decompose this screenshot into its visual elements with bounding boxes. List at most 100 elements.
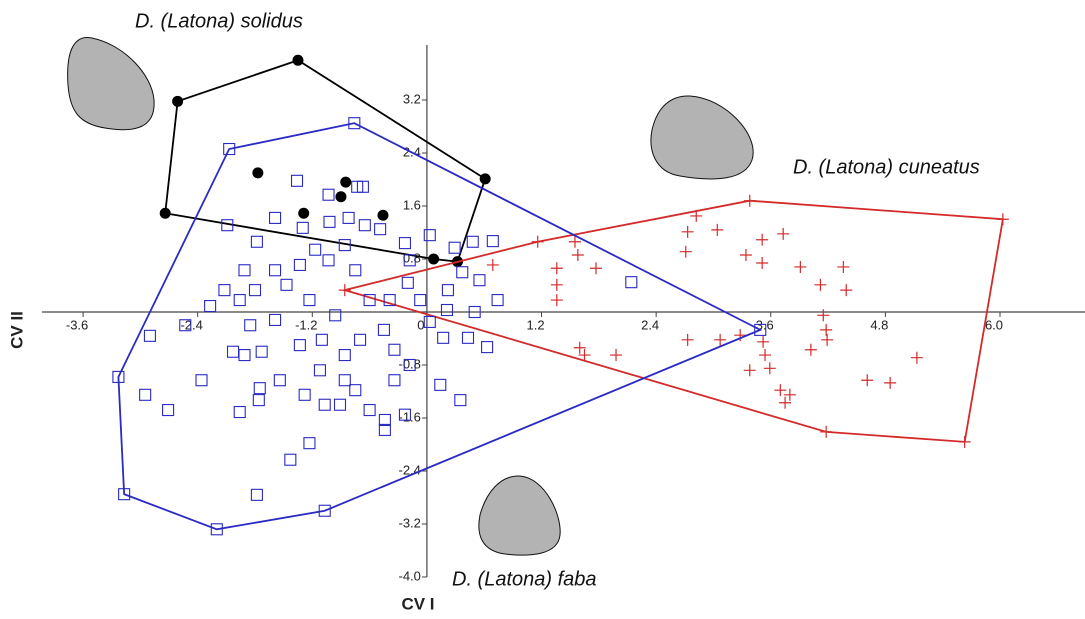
point [744,195,756,207]
point [959,436,971,448]
point [814,279,826,291]
point [219,285,230,296]
point [389,344,400,355]
point [389,375,400,386]
point [487,236,498,247]
y-tick-label: 3.2 [403,91,421,106]
point [428,253,439,264]
convex-hull [345,201,1003,442]
y-tick-label: -1.6 [399,409,421,424]
point [764,362,776,374]
point [256,346,267,357]
point [323,189,334,200]
point [343,212,354,223]
point [377,210,388,221]
point [711,224,723,236]
point [441,305,452,316]
point [316,334,327,345]
point [449,242,460,253]
point [442,285,453,296]
point [285,454,296,465]
point [590,262,602,274]
point [294,259,305,270]
point [402,277,413,288]
point [299,389,310,400]
point [310,244,321,255]
point [457,267,468,278]
point [379,414,390,425]
point [245,320,256,331]
point [274,375,285,386]
point [682,226,694,238]
point [467,236,478,247]
point [228,346,239,357]
x-axis-label: CV I [401,594,434,613]
point [304,295,315,306]
point [487,259,499,271]
point [319,399,330,410]
point [234,407,245,418]
point [680,246,692,258]
point [532,236,544,248]
point [884,377,896,389]
point [335,191,346,202]
point [840,284,852,296]
x-tick-label: 6.0 [985,317,1003,332]
point [572,249,584,261]
point [297,222,308,233]
shell-icon [479,476,560,555]
point [205,301,216,312]
point [682,334,694,346]
point [759,349,771,361]
point [805,344,817,356]
point [415,295,426,306]
point [480,173,491,184]
point [399,238,410,249]
point [270,212,281,223]
point [355,334,366,345]
y-tick-label: -3.2 [399,515,421,530]
point [340,177,351,188]
point [350,265,361,276]
point [756,257,768,269]
point [794,261,806,273]
point [253,395,264,406]
point [234,295,245,306]
point [551,279,563,291]
point [239,265,250,276]
shell-icon [68,38,154,130]
x-tick-label: -3.6 [66,317,88,332]
x-tick-label: 2.4 [641,317,659,332]
point [270,314,281,325]
point [339,375,350,386]
point [252,167,263,178]
point [821,334,833,346]
y-tick-label: 1.6 [403,197,421,212]
point [270,265,281,276]
point [339,350,350,361]
point [196,375,207,386]
point [172,96,183,107]
point [249,285,260,296]
convex-hull [165,60,485,261]
point [740,249,752,261]
x-tick-label: -1.2 [295,317,317,332]
y-tick-label: 0.8 [403,250,421,265]
point [424,230,435,241]
point [551,294,563,306]
point [140,389,151,400]
point [861,374,873,386]
y-tick-label: -0.8 [399,356,421,371]
point [251,489,262,500]
species-label: D. (Latona) solidus [135,10,303,32]
point [911,352,923,364]
point [837,261,849,273]
point [292,55,303,66]
point [626,277,637,288]
point [350,385,361,396]
y-axis-label: CV II [7,311,26,349]
point [610,349,622,361]
shell-icon [651,96,753,179]
point [292,175,303,186]
point [474,275,485,286]
